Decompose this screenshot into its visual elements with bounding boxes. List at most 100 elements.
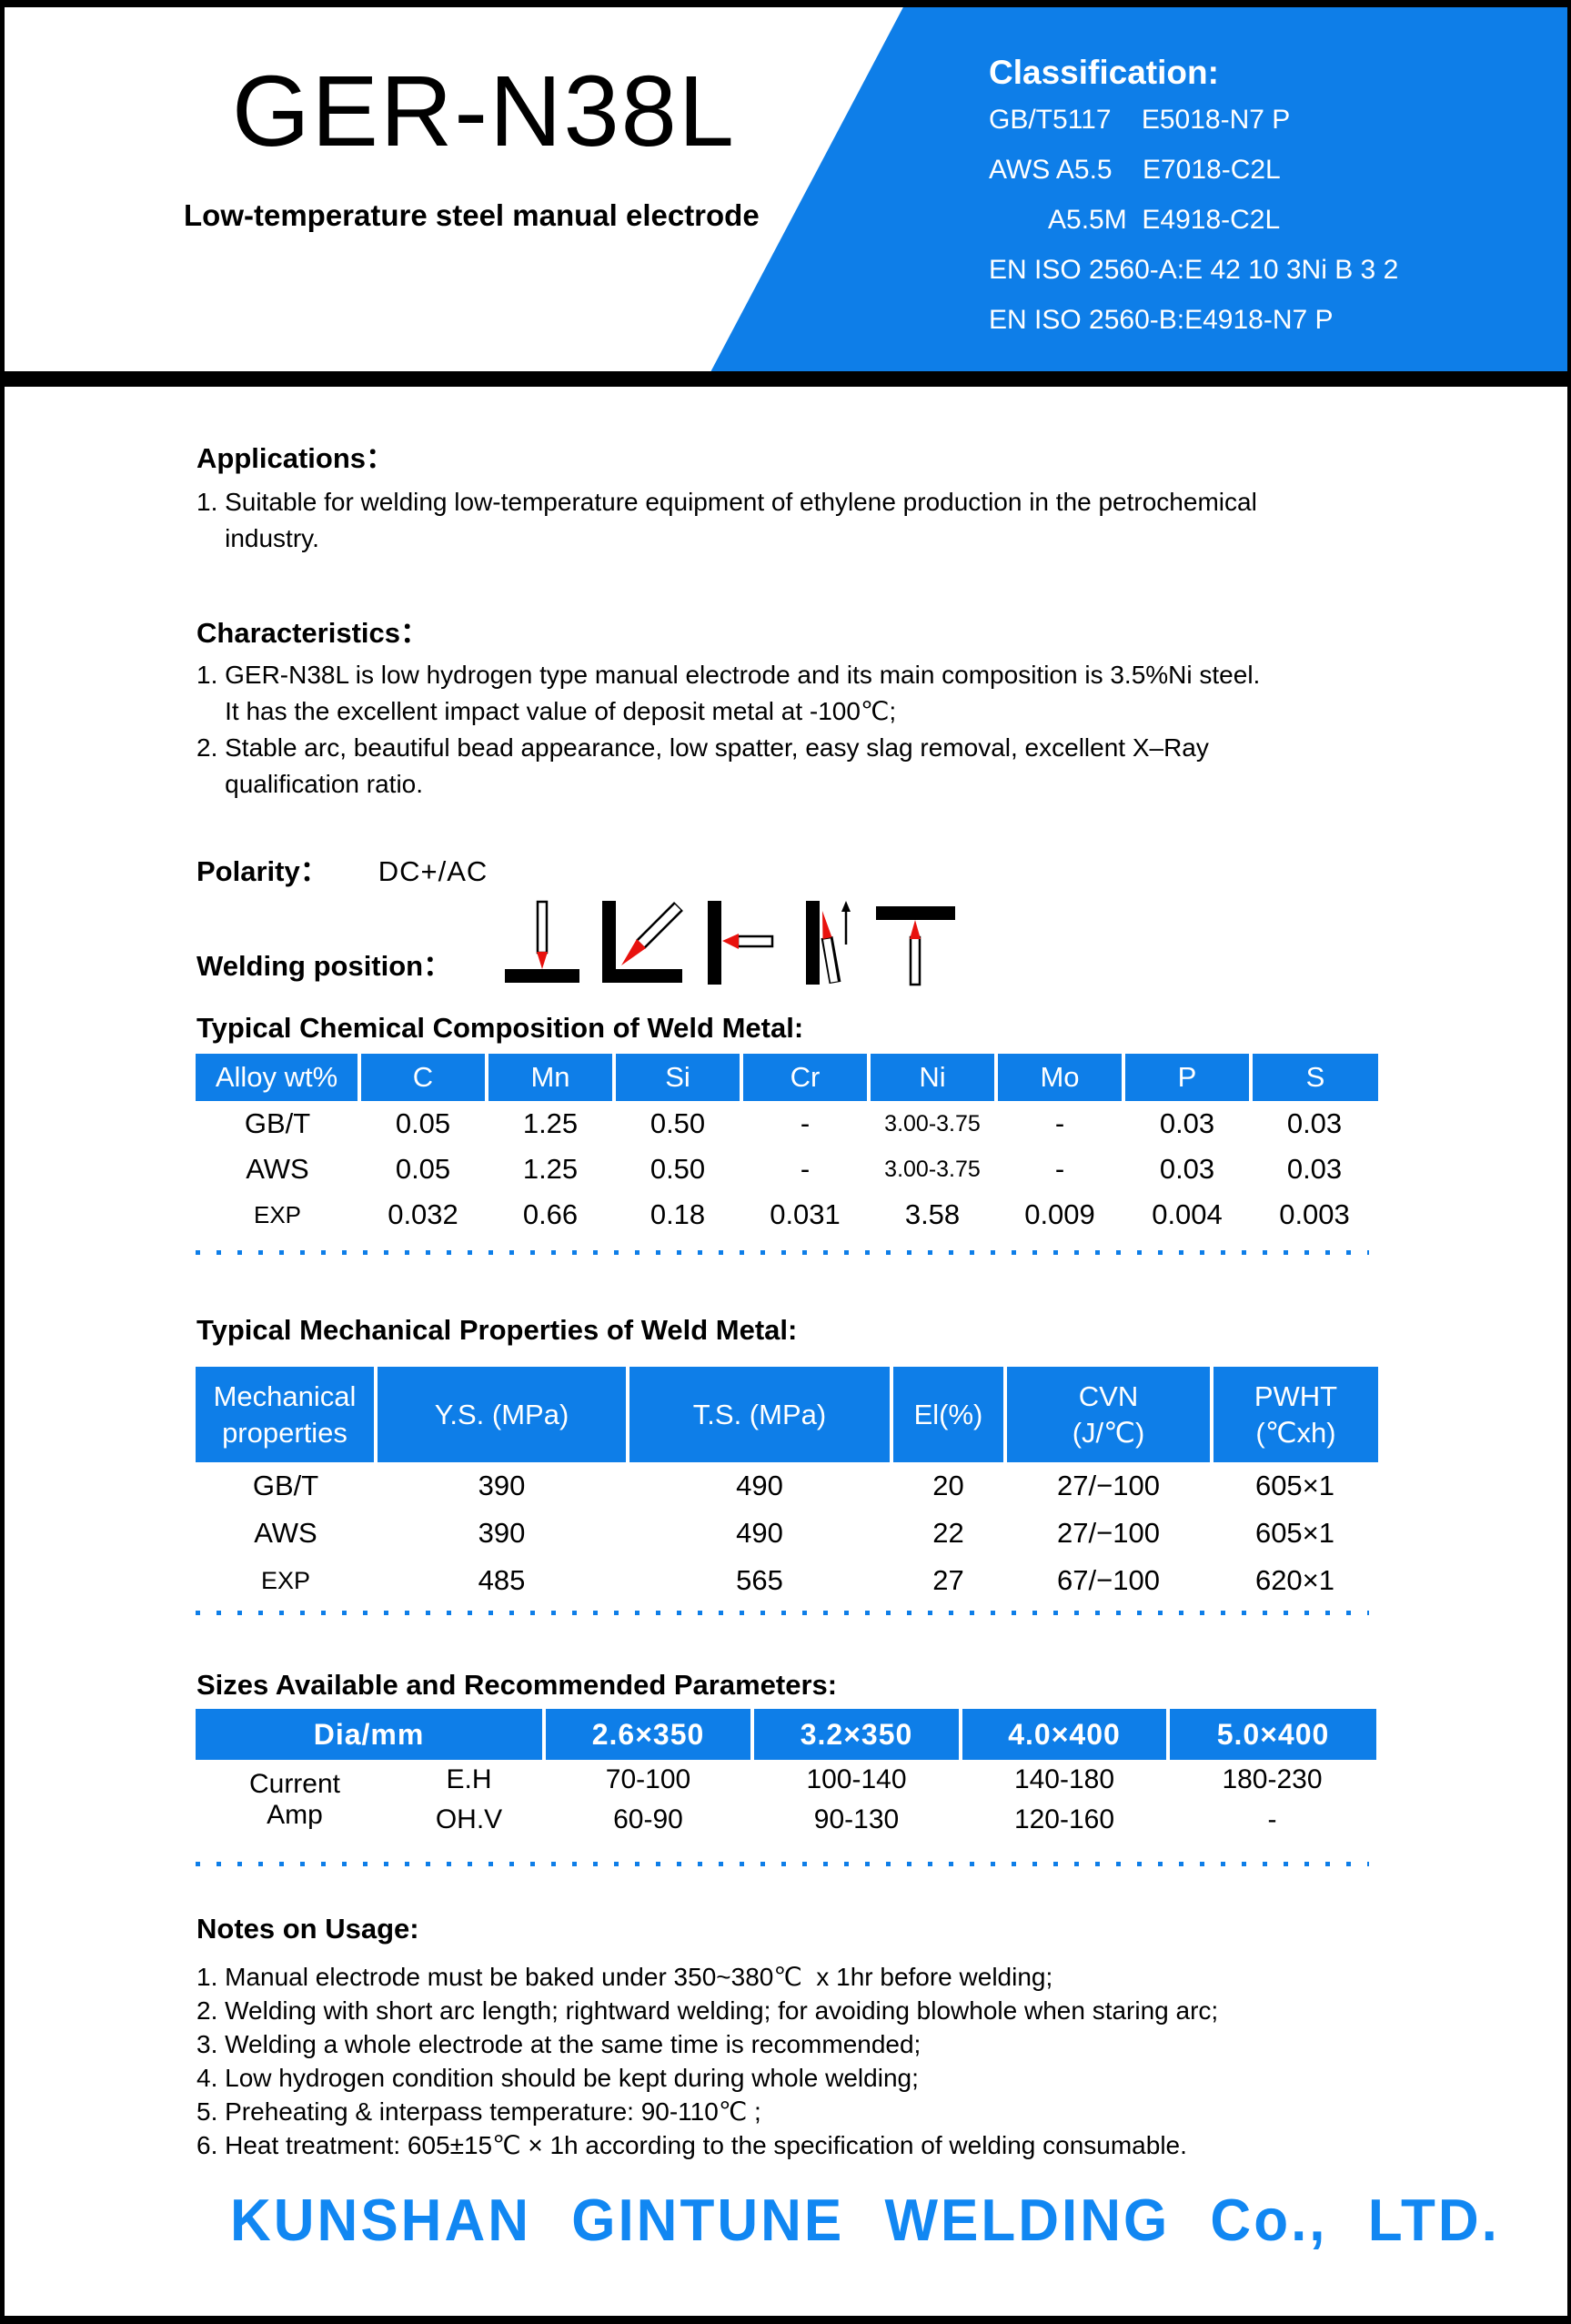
value-cell: 120-160: [1013, 1804, 1115, 1834]
value-cell: 0.50: [650, 1107, 706, 1139]
value-cell: 27: [932, 1564, 964, 1596]
column-header: 5.0×400: [1166, 1709, 1376, 1760]
dotted-separator: [196, 1862, 1369, 1866]
column-header: CVN (J/℃): [1003, 1367, 1212, 1462]
value-cell: -: [800, 1107, 811, 1139]
value-cell: 1.25: [522, 1107, 579, 1139]
characteristics-line: qualification ratio.: [196, 770, 424, 798]
value-cell: -: [800, 1153, 811, 1185]
product-subtitle: Low-temperature steel manual electrode: [184, 198, 760, 232]
characteristics-line: 1. GER-N38L is low hydrogen type manual …: [196, 661, 1261, 689]
company-logo-text: KUNSHAN GINTUNE WELDING Co., LTD.: [230, 2188, 1500, 2254]
characteristics-line: 2. Stable arc, beautiful bead appearance…: [196, 733, 1209, 762]
note-line: 4. Low hydrogen condition should be kept…: [196, 2064, 919, 2092]
sizes-header-row: Dia/mm 2.6×350 3.2×350 4.0×400 5.0×400: [196, 1709, 1376, 1760]
polarity-row: Polarity： DC+/AC: [196, 848, 488, 889]
value-cell: 22: [932, 1517, 964, 1549]
value-cell: 0.009: [1024, 1198, 1095, 1230]
value-cell: 0.05: [395, 1153, 451, 1185]
value-cell: 20: [932, 1470, 964, 1501]
row-label-cell: AWS: [254, 1517, 317, 1549]
value-cell: 0.03: [1286, 1107, 1343, 1139]
dotted-separator: [196, 1250, 1369, 1255]
chem-header-row: Alloy wt% C Mn Si Cr Ni Mo P S: [196, 1054, 1378, 1101]
value-cell: -: [1054, 1107, 1065, 1139]
table-row: EXP 485 565 27 67/−100 620×1: [196, 1557, 1378, 1604]
column-header: T.S. (MPa): [626, 1367, 891, 1462]
sizes-parameters-table: Dia/mm 2.6×350 3.2×350 4.0×400 5.0×400 C…: [196, 1709, 1376, 1840]
note-line: 2. Welding with short arc length; rightw…: [196, 1996, 1219, 2025]
value-cell: 0.05: [395, 1107, 451, 1139]
classification-line: GB/T5117 E5018-N7 P: [989, 105, 1291, 135]
notes-heading: Notes on Usage:: [196, 1913, 419, 1945]
value-cell: 0.031: [770, 1198, 841, 1230]
value-cell: 485: [478, 1564, 526, 1596]
classification-line: AWS A5.5 E7018-C2L: [989, 155, 1281, 185]
value-cell: 180-230: [1222, 1764, 1323, 1794]
chemical-composition-table: Alloy wt% C Mn Si Cr Ni Mo P S GB/T 0.05 1.25 0.50 -…: [196, 1054, 1378, 1238]
row-label-cell: GB/T: [252, 1470, 319, 1501]
value-cell: 490: [736, 1470, 783, 1501]
table-row: OH.V 60-90 90-130 120-160 -: [196, 1800, 1376, 1840]
column-header: 4.0×400: [959, 1709, 1168, 1760]
value-cell: 70-100: [605, 1764, 691, 1794]
value-cell: 3.00-3.75: [884, 1110, 981, 1137]
table-row: AWS 390 490 22 27/−100 605×1: [196, 1510, 1378, 1557]
horizontal-position-icon: [700, 899, 775, 990]
value-cell: 390: [478, 1470, 526, 1501]
column-header: El(%): [890, 1367, 1005, 1462]
value-cell: 100-140: [806, 1764, 907, 1794]
value-cell: 140-180: [1013, 1764, 1115, 1794]
column-header: Dia/mm: [196, 1709, 544, 1760]
value-cell: 0.50: [650, 1153, 706, 1185]
value-cell: 3.00-3.75: [884, 1156, 981, 1182]
column-header: S: [1249, 1054, 1378, 1101]
value-cell: 0.66: [522, 1198, 579, 1230]
note-line: 5. Preheating & interpass temperature: 9…: [196, 2097, 761, 2126]
column-header: Y.S. (MPa): [374, 1367, 628, 1462]
column-header: Mo: [994, 1054, 1123, 1101]
value-cell: 390: [478, 1517, 526, 1549]
value-cell: 90-130: [813, 1804, 900, 1834]
value-cell: -: [1054, 1153, 1065, 1185]
sizes-section-heading: Sizes Available and Recommended Paramete…: [196, 1669, 838, 1701]
mechanical-properties-table: Mechanical properties Y.S. (MPa) T.S. (MPa…: [196, 1367, 1378, 1604]
note-line: 1. Manual electrode must be baked under …: [196, 1963, 1053, 1991]
classification-line: EN ISO 2560-B:E4918-N7 P: [989, 305, 1334, 335]
horizontal-fillet-position-icon: [599, 899, 686, 990]
column-header: P: [1122, 1054, 1251, 1101]
value-cell: -: [1267, 1804, 1277, 1834]
value-cell: 605×1: [1254, 1470, 1335, 1501]
row-group-label-line: Current: [248, 1769, 341, 1799]
table-row: EXP 0.032 0.66 0.18 0.031 3.58 0.009 0.004 0.003: [196, 1192, 1378, 1238]
column-header: Si: [612, 1054, 741, 1101]
mech-section-heading: Typical Mechanical Properties of Weld Me…: [196, 1314, 798, 1346]
classification-line: EN ISO 2560-A:E 42 10 3Ni B 3 2: [989, 255, 1399, 285]
dotted-separator: [196, 1611, 1369, 1615]
classification-block: Classification: GB/T5117 E5018-N7 P AWS …: [989, 51, 1398, 345]
column-header: 3.2×350: [750, 1709, 961, 1760]
overhead-position-icon: [872, 899, 959, 990]
column-header: Alloy wt%: [196, 1054, 359, 1101]
table-row: AWS 0.05 1.25 0.50 - 3.00-3.75 - 0.03 0.03: [196, 1147, 1378, 1192]
flat-position-icon: [500, 899, 584, 990]
table-row: Current Amp E.H 70-100 100-140 140-180 1…: [196, 1760, 1376, 1830]
value-cell: 0.032: [388, 1198, 458, 1230]
value-cell: 565: [736, 1564, 783, 1596]
value-cell: 0.18: [650, 1198, 706, 1230]
mech-header-row: Mechanical properties Y.S. (MPa) T.S. (MPa…: [196, 1367, 1378, 1462]
applications-line: industry.: [196, 524, 319, 552]
column-header: C: [358, 1054, 487, 1101]
column-header: Mn: [485, 1054, 614, 1101]
applications-line: 1. Suitable for welding low-temperature …: [196, 488, 1257, 516]
header-divider-bar: [5, 371, 1567, 387]
row-label-cell: AWS: [246, 1153, 309, 1185]
value-cell: 0.03: [1159, 1107, 1215, 1139]
classification-heading: Classification:: [989, 54, 1219, 91]
row-group-label-cell: Current Amp: [196, 1760, 394, 1840]
value-cell: 0.004: [1152, 1198, 1223, 1230]
value-cell: 605×1: [1254, 1517, 1335, 1549]
value-cell: 0.03: [1159, 1153, 1215, 1185]
table-row: GB/T 390 490 20 27/−100 605×1: [196, 1462, 1378, 1510]
applications-heading: Applications：: [196, 442, 395, 474]
